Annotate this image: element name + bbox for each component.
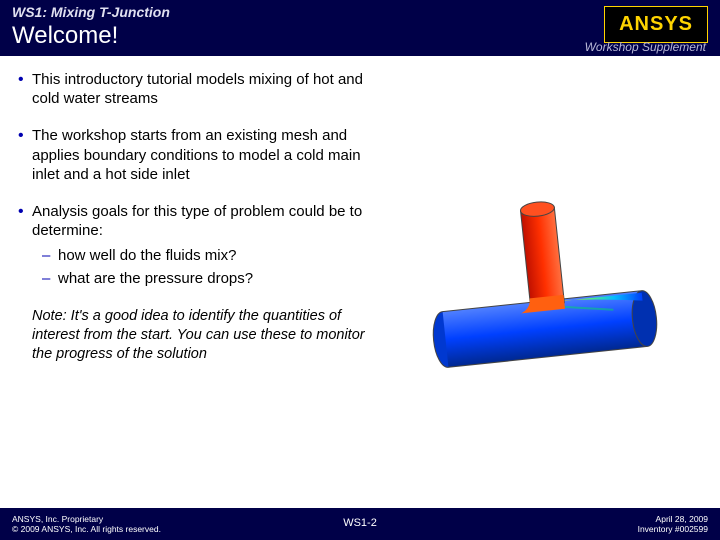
t-junction-figure (415, 179, 675, 399)
slide-root: WS1: Mixing T-Junction Welcome! ANSYS Wo… (0, 0, 720, 540)
ansys-logo: ANSYS (604, 6, 708, 43)
footer-right: April 28, 2009 Inventory #002599 (638, 514, 708, 534)
sub-bullet-1: how well do the fluids mix? (32, 246, 388, 266)
footer-left: ANSYS, Inc. Proprietary © 2009 ANSYS, In… (12, 514, 161, 534)
footer-center: WS1-2 (343, 517, 377, 530)
footer-right-line2: Inventory #002599 (638, 524, 708, 534)
note-text: Note: It's a good idea to identify the q… (18, 307, 388, 364)
slide-footer: ANSYS, Inc. Proprietary © 2009 ANSYS, In… (0, 508, 720, 540)
figure-column (388, 70, 702, 508)
bullet-3-text: Analysis goals for this type of problem … (32, 203, 362, 239)
bullet-list: This introductory tutorial models mixing… (18, 70, 388, 289)
sub-bullet-2: what are the pressure drops? (32, 269, 388, 289)
header-supplement: Workshop Supplement (585, 40, 706, 54)
slide-content: This introductory tutorial models mixing… (0, 56, 720, 508)
footer-left-line2: © 2009 ANSYS, Inc. All rights reserved. (12, 524, 161, 534)
bullet-3: Analysis goals for this type of problem … (18, 202, 388, 289)
footer-left-line1: ANSYS, Inc. Proprietary (12, 514, 161, 524)
bullet-1: This introductory tutorial models mixing… (18, 70, 388, 108)
slide-header: WS1: Mixing T-Junction Welcome! ANSYS Wo… (0, 0, 720, 56)
bullet-2: The workshop starts from an existing mes… (18, 126, 388, 184)
footer-right-line1: April 28, 2009 (638, 514, 708, 524)
text-column: This introductory tutorial models mixing… (18, 70, 388, 508)
t-junction-svg (415, 179, 675, 399)
sub-bullet-list: how well do the fluids mix? what are the… (32, 246, 388, 289)
